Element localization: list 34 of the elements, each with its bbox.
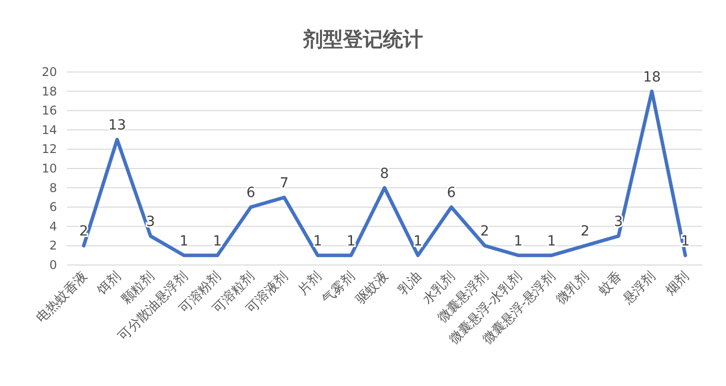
y-tick-label: 14 xyxy=(42,122,57,137)
y-tick-label: 2 xyxy=(49,238,57,253)
y-tick-label: 20 xyxy=(42,65,57,79)
data-label: 1 xyxy=(413,233,422,250)
y-tick-label: 18 xyxy=(42,84,57,98)
data-label: 6 xyxy=(446,185,456,202)
data-label: 1 xyxy=(514,233,523,250)
y-tick-label: 6 xyxy=(49,200,57,214)
y-tick-label: 12 xyxy=(42,142,57,156)
data-label: 2 xyxy=(580,224,590,240)
y-tick-label: 4 xyxy=(49,219,57,234)
data-label: 7 xyxy=(280,175,289,192)
y-tick-label: 16 xyxy=(42,104,57,118)
chart-title: 剂型登记统计 xyxy=(302,27,423,51)
data-label: 1 xyxy=(212,233,222,250)
x-tick-label: 悬浮剂 xyxy=(619,268,659,308)
data-label: 1 xyxy=(547,233,556,250)
x-tick-label: 烟剂 xyxy=(662,268,692,298)
data-label: 18 xyxy=(642,69,661,86)
y-tick-label: 10 xyxy=(42,162,57,176)
data-label: 2 xyxy=(480,224,490,240)
y-tick-label: 0 xyxy=(49,258,57,272)
data-label: 8 xyxy=(380,166,389,182)
data-label: 1 xyxy=(180,233,188,250)
x-tick-label: 电热蚊香液 xyxy=(34,269,91,326)
data-label: 1 xyxy=(346,233,356,250)
line-series xyxy=(82,90,688,258)
data-label: 1 xyxy=(313,233,322,250)
data-label: 3 xyxy=(146,214,156,230)
data-label: 2 xyxy=(79,224,88,240)
data-label: 6 xyxy=(246,185,256,202)
y-tick-label: 8 xyxy=(49,180,57,195)
data-label: 13 xyxy=(108,118,126,134)
x-tick-label: 乳油 xyxy=(396,269,425,298)
